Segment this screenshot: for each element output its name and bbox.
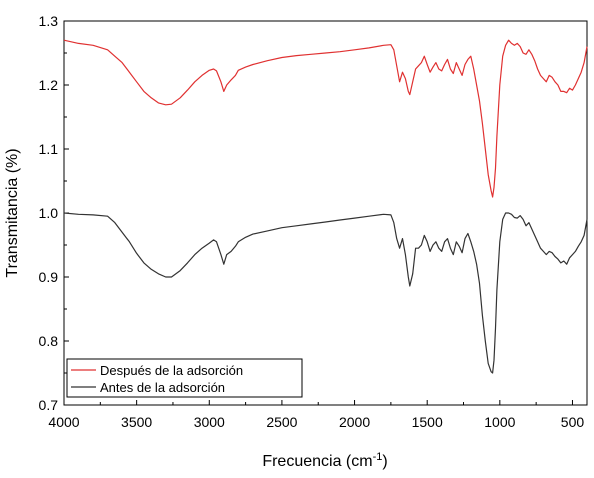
legend-label-before: Antes de la adsorción — [100, 380, 225, 395]
legend-label-after: Después de la adsorción — [100, 363, 243, 378]
x-tick-label: 500 — [561, 414, 585, 430]
legend: Después de la adsorción Antes de la adso… — [66, 358, 303, 398]
series-line-after-adsorption — [63, 39, 588, 198]
x-tick-label: 3000 — [194, 414, 225, 430]
y-tick-label: 1.1 — [39, 141, 59, 157]
y-tick-label: 1.2 — [39, 77, 59, 93]
x-tick-label: 3500 — [121, 414, 152, 430]
x-axis: 4000 3500 3000 2500 2000 1500 1000 500 — [48, 400, 584, 430]
x-axis-title: Frecuencia (cm-1) — [262, 451, 387, 470]
legend-box — [66, 358, 303, 398]
x-tick-label: 1500 — [412, 414, 443, 430]
x-tick-label: 2500 — [266, 414, 297, 430]
series-layer — [63, 39, 588, 374]
x-axis-title-main: Frecuencia (cm — [262, 453, 372, 470]
x-tick-label: 4000 — [48, 414, 79, 430]
y-axis: 0.7 0.8 0.9 1.0 1.1 1.2 1.3 — [39, 13, 69, 413]
y-tick-label: 1.0 — [39, 205, 59, 221]
x-tick-label: 2000 — [339, 414, 370, 430]
y-tick-label: 0.9 — [39, 269, 59, 285]
x-axis-title-close: ) — [382, 453, 387, 470]
y-tick-label: 1.3 — [39, 13, 59, 29]
series-line-before-adsorption — [63, 212, 588, 374]
y-tick-label: 0.7 — [39, 397, 59, 413]
y-axis-title: Transmitancia (%) — [4, 148, 21, 277]
x-axis-title-superscript: -1 — [373, 451, 383, 463]
x-tick-label: 1000 — [484, 414, 515, 430]
y-tick-label: 0.8 — [39, 333, 59, 349]
